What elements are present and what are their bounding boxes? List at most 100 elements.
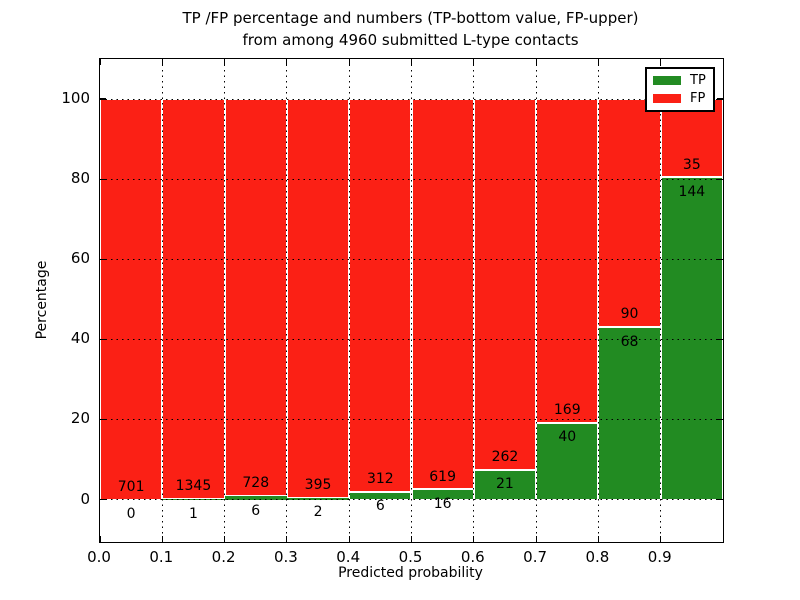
vertical-gridline [161,59,163,542]
bar-tp-segment [660,177,723,500]
bar-tp-segment [286,497,350,500]
x-tick-label: 0.6 [460,548,485,566]
fp-count-label: 169 [553,402,581,419]
bar-fp-segment [536,99,599,423]
x-tick-mark-top [535,59,537,65]
bar-fp-segment [224,99,287,497]
tp-count-label: 144 [678,183,706,200]
y-tick-mark [100,98,106,100]
fp-count-label: 262 [491,449,519,465]
x-tick-mark [161,536,163,542]
vertical-gridline [224,59,226,542]
y-tick-mark [100,418,106,421]
fp-count-label: 701 [117,478,145,495]
y-tick-mark-right [717,98,723,100]
tp-count-label: 1 [188,505,198,522]
y-tick-label: 100 [61,89,90,108]
bar-tp-segment [411,489,474,500]
x-tick-mark-top [99,59,101,65]
fp-count-label: 1345 [175,478,212,495]
x-tick-label: 0.2 [211,548,236,566]
tp-count-label: 6 [251,502,261,519]
tp-count-label: 40 [558,429,577,446]
y-tick-mark [100,258,106,260]
y-tick-mark [100,178,106,180]
legend: TP FP [645,67,715,112]
chart-title: TP /FP percentage and numbers (TP-bottom… [99,7,722,51]
x-tick-mark-top [660,59,662,65]
tp-count-label: 16 [433,495,452,512]
bar-fp-segment [473,99,537,470]
fp-count-label: 619 [429,468,457,485]
fp-count-label: 35 [682,156,701,173]
x-tick-mark [286,536,288,542]
tp-count-label: 21 [496,476,514,493]
fp-count-label: 395 [304,476,332,493]
x-tick-mark-top [161,59,163,65]
y-tick-mark-right [717,498,723,501]
x-tick-mark-top [348,59,350,65]
x-tick-mark [473,536,475,542]
x-tick-mark [348,536,350,542]
tp-legend-label: TP [690,73,706,88]
x-axis-label: Predicted probability [338,565,483,581]
vertical-gridline [348,59,350,542]
x-tick-mark [660,536,662,542]
x-tick-mark-top [286,59,288,65]
plot-area: 701 0 1345 1 728 6 395 2 312 6 619 16 262 21 169 40 90 68… [99,58,724,543]
x-tick-label: 0.3 [273,548,298,566]
tp-count-label: 2 [313,503,323,520]
x-tick-mark [410,536,413,542]
tp-count-label: 68 [620,333,639,350]
x-tick-label: 0.7 [523,548,548,566]
y-tick-label: 0 [80,489,90,508]
y-tick-mark [100,498,106,501]
bar-fp-segment [598,99,661,328]
x-tick-label: 0.9 [647,548,672,566]
x-tick-label: 0.0 [87,548,111,566]
y-tick-label: 20 [70,409,90,428]
x-tick-mark [535,536,537,542]
y-tick-mark-right [717,178,723,180]
y-tick-label: 80 [70,169,90,188]
bar-fp-segment [411,99,474,490]
x-tick-label: 0.8 [585,548,610,566]
bar-tp-segment [224,496,287,500]
fp-count-label: 728 [242,475,270,492]
vertical-gridline [535,59,537,542]
x-tick-mark-top [597,59,599,65]
fp-legend-label: FP [690,91,706,106]
vertical-gridline [473,59,475,542]
x-tick-mark-top [410,59,413,65]
tp-count-label: 0 [126,505,136,522]
bar-fp-segment [162,99,225,500]
tp-count-label: 6 [375,498,385,515]
y-tick-mark-right [717,338,723,340]
y-tick-mark [100,338,106,340]
x-tick-mark-top [224,59,226,65]
y-tick-mark-right [717,258,723,260]
bar-fp-segment [100,99,163,500]
tp-legend-swatch [653,76,681,85]
vertical-gridline [597,59,599,542]
x-tick-label: 0.1 [149,548,174,566]
y-tick-label: 60 [70,249,90,268]
y-tick-mark-right [717,418,723,421]
y-axis-label: Percentage [34,260,50,340]
vertical-gridline [286,59,288,542]
vertical-gridline [411,59,412,542]
x-tick-mark-top [473,59,475,65]
bar-tp-segment [536,422,599,500]
fp-count-label: 312 [366,471,394,488]
x-tick-label: 0.5 [398,548,423,566]
legend-item-tp: TP [653,74,707,87]
chart-title-line2: from among 4960 submitted L-type contact… [242,31,579,49]
bar-tp-segment [598,327,661,500]
x-tick-mark [224,536,226,542]
x-tick-mark [597,536,599,542]
chart-title-line1: TP /FP percentage and numbers (TP-bottom… [182,9,639,27]
y-tick-label: 40 [70,329,90,348]
bar-fp-segment [286,99,350,498]
bar-tp-segment [473,469,537,500]
